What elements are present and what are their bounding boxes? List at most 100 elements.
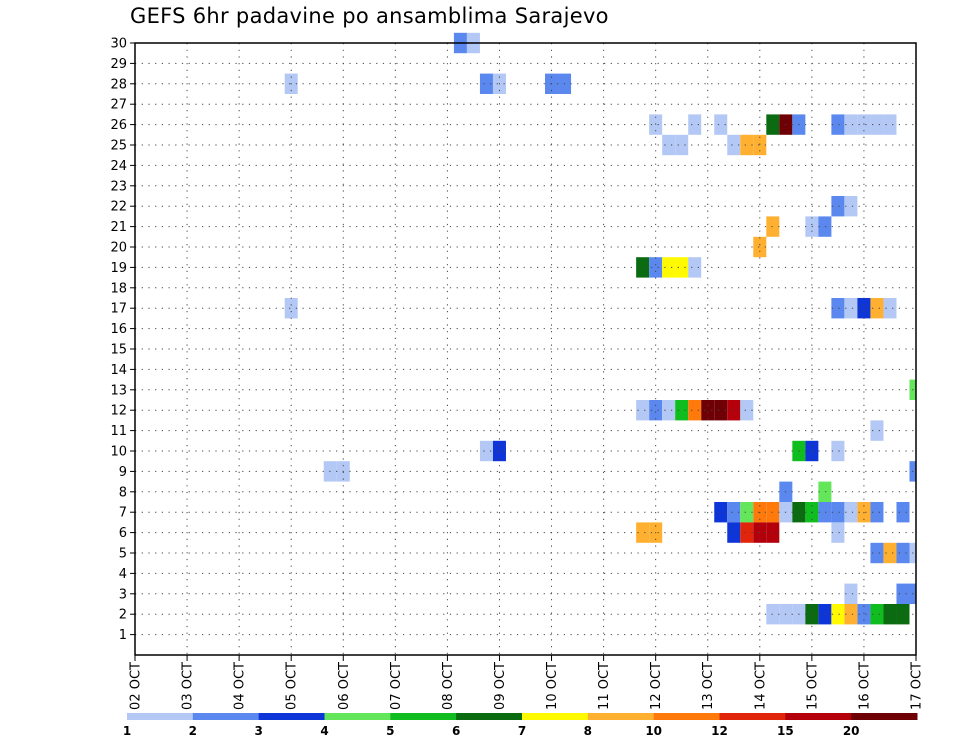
heatmap-cell (766, 604, 780, 625)
legend-swatch (522, 713, 589, 720)
legend-swatch (587, 713, 655, 720)
heatmap-cell (870, 542, 884, 564)
heatmap-cell (896, 604, 910, 625)
heatmap-cell (479, 440, 493, 462)
heatmap-cell (883, 114, 897, 135)
legend-swatch (719, 713, 786, 720)
y-tick-label: 20 (110, 241, 127, 256)
heatmap-cell (675, 400, 689, 421)
legend-swatch (127, 713, 194, 720)
x-tick-label: 08 OCT (441, 662, 456, 710)
grid-lines (135, 43, 916, 655)
legend-label: 3 (254, 724, 262, 738)
x-tick-label: 12 OCT (649, 662, 664, 710)
heatmap-cell (818, 481, 832, 502)
legend-swatch (851, 713, 918, 720)
heatmap-cell (870, 420, 884, 441)
heatmap-cell (662, 257, 676, 278)
heatmap-cell (870, 114, 884, 135)
y-tick-label: 1 (119, 628, 127, 643)
y-tick-label: 24 (110, 159, 127, 174)
y-tick-label: 11 (110, 424, 127, 439)
heatmap-cell (766, 216, 780, 237)
x-tick-label: 10 OCT (545, 662, 560, 710)
y-tick-label: 22 (110, 200, 127, 215)
y-tick-label: 23 (110, 179, 127, 194)
heatmap-cell (831, 604, 845, 625)
y-tick-label: 12 (110, 404, 127, 419)
heatmap-cell (479, 73, 493, 94)
heatmap-cell (844, 583, 858, 604)
y-tick-label: 8 (119, 485, 127, 500)
heatmap-cell (883, 298, 897, 319)
heatmap-cell (870, 604, 884, 625)
legend-swatch (456, 713, 523, 720)
heatmap-cell (831, 522, 845, 543)
legend-label: 1 (123, 724, 131, 738)
legend-swatch (390, 713, 457, 720)
heatmap-cell (284, 298, 298, 319)
y-tick-label: 28 (110, 77, 127, 92)
y-tick-label: 5 (119, 547, 127, 562)
heatmap-cell (831, 440, 845, 462)
legend-label: 10 (645, 724, 662, 738)
heatmap-cell (870, 502, 884, 523)
heatmap-cell (714, 400, 728, 421)
legend-label: 7 (518, 724, 526, 738)
x-tick-label: 15 OCT (805, 662, 820, 710)
y-tick-label: 18 (110, 281, 127, 296)
heatmap-cell (714, 114, 728, 135)
y-axis: 1234567891011121314151617181920212223242… (110, 37, 135, 643)
heatmap-cell (766, 522, 780, 543)
heatmap-cell (740, 522, 754, 543)
heatmap-cell (857, 604, 871, 625)
heatmap-cell (818, 216, 832, 237)
y-tick-label: 9 (119, 465, 127, 480)
y-tick-label: 4 (119, 567, 127, 582)
legend-swatch (324, 713, 391, 720)
heatmap-cell (740, 134, 754, 156)
heatmap-cell (766, 502, 780, 523)
heatmap-cell (818, 502, 832, 523)
x-tick-label: 06 OCT (337, 662, 352, 710)
legend-label: 20 (843, 724, 860, 738)
heatmap-cell (844, 604, 858, 625)
y-tick-label: 17 (110, 302, 127, 317)
y-tick-label: 27 (110, 98, 127, 113)
y-tick-label: 21 (110, 220, 127, 235)
heatmap-cell (883, 604, 897, 625)
heatmap-cell (727, 400, 741, 421)
heatmap-cell (831, 502, 845, 523)
heatmap-cell (727, 134, 741, 156)
heatmap-cell (727, 522, 741, 543)
x-tick-label: 07 OCT (389, 662, 404, 710)
legend-label: 6 (452, 724, 460, 738)
heatmap-cell (831, 114, 845, 135)
y-tick-label: 14 (110, 363, 127, 378)
x-tick-label: 11 OCT (597, 662, 612, 710)
heatmap-cell (675, 134, 689, 156)
heatmap-cell (844, 502, 858, 523)
legend-label: 8 (584, 724, 592, 738)
y-tick-label: 15 (110, 343, 127, 358)
heatmap-cell (649, 400, 663, 421)
y-tick-label: 13 (110, 383, 127, 398)
heatmap-cell (844, 298, 858, 319)
y-tick-label: 16 (110, 322, 127, 337)
legend-label: 15 (777, 724, 794, 738)
heatmap-cell (857, 114, 871, 135)
heatmap-cell (740, 400, 754, 421)
legend-swatch (258, 713, 325, 720)
heatmap-cell (753, 236, 767, 258)
y-tick-label: 29 (110, 57, 127, 72)
heatmap-cell (649, 114, 663, 135)
heatmap-cell (753, 134, 767, 156)
heatmap-cell (870, 298, 884, 319)
x-tick-label: 04 OCT (233, 662, 248, 710)
heatmap-cell (649, 257, 663, 278)
y-tick-label: 2 (119, 608, 127, 623)
heatmap-cell (844, 196, 858, 217)
x-tick-label: 16 OCT (857, 662, 872, 710)
x-axis: 02 OCT 03 OCT 04 OCT 05 OCT 06 OCT 07 OCT 08 O… (129, 655, 925, 710)
